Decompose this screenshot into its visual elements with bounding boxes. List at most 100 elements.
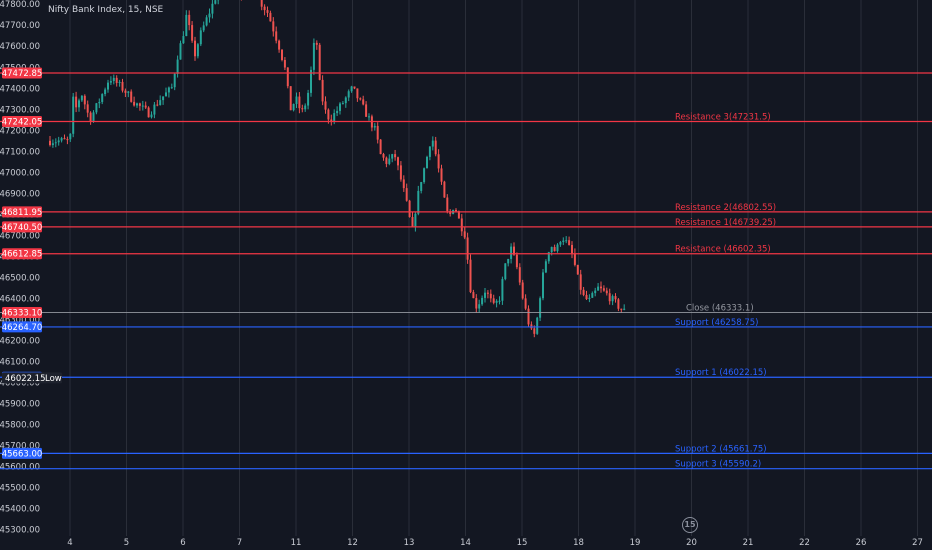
candle-body xyxy=(118,81,121,83)
x-tick-label: 19 xyxy=(630,538,641,548)
x-tick-label: 4 xyxy=(67,538,72,548)
candle-body xyxy=(501,279,504,301)
candle-body xyxy=(600,286,602,289)
candle-body xyxy=(185,14,188,37)
candle-body xyxy=(408,200,411,218)
candle-body xyxy=(141,105,144,107)
candle-body xyxy=(333,113,336,122)
resistance-price-tag xyxy=(2,248,42,260)
resistance-label: Resistance 1(46739.25) xyxy=(675,218,776,228)
candle-body xyxy=(298,96,301,109)
candle-body xyxy=(423,168,426,183)
candle-body xyxy=(368,116,370,118)
resistance-price-tag xyxy=(2,221,42,233)
candle-body xyxy=(150,114,153,118)
y-tick-label: 47300.00 xyxy=(0,105,40,115)
candle-body xyxy=(130,91,133,102)
x-tick-label: 26 xyxy=(856,538,867,548)
candle-body xyxy=(196,44,199,57)
candle-body xyxy=(272,21,275,32)
resistance-label: Resistance (46602.35) xyxy=(675,245,771,255)
candle-body xyxy=(211,3,214,14)
candle-body xyxy=(460,218,463,232)
candle-body xyxy=(437,154,440,169)
support-label: Support 2 (45661.75) xyxy=(675,444,767,454)
candle-body xyxy=(463,231,466,238)
x-tick-label: 27 xyxy=(912,538,923,548)
support-label: Support 1 (46022.15) xyxy=(675,368,767,378)
candle-body xyxy=(121,81,124,91)
candle-body xyxy=(388,158,391,164)
candle-body xyxy=(156,104,159,106)
candle-body xyxy=(263,6,266,11)
candle-body xyxy=(504,263,507,280)
candle-body xyxy=(301,108,304,110)
candle-body xyxy=(327,109,330,120)
candle-body xyxy=(199,30,202,45)
candle-body xyxy=(515,254,518,268)
candle-body xyxy=(159,100,162,106)
y-tick-label: 45600.00 xyxy=(0,463,40,473)
candle-body xyxy=(434,140,437,155)
y-tick-label: 46500.00 xyxy=(0,273,40,283)
candle-body xyxy=(310,69,312,93)
candle-body xyxy=(260,0,263,7)
candle-body xyxy=(478,304,481,309)
candle-body xyxy=(318,44,321,80)
y-tick-label: 46900.00 xyxy=(0,189,40,199)
candle-body xyxy=(170,87,173,89)
candle-body xyxy=(95,103,98,113)
candle-body xyxy=(399,165,402,180)
y-tick-label: 45300.00 xyxy=(0,526,40,536)
candle-body xyxy=(431,140,434,147)
candle-body xyxy=(98,101,101,104)
candle-body xyxy=(623,308,626,310)
candle-body xyxy=(138,103,141,106)
candle-body xyxy=(507,258,510,264)
candle-body xyxy=(605,290,608,294)
candle-body xyxy=(115,77,118,83)
low-marker-label: Low xyxy=(45,374,62,384)
candle-body xyxy=(553,247,556,252)
candle-body xyxy=(469,259,472,293)
candle-body xyxy=(362,99,365,105)
candle-body xyxy=(521,282,524,299)
candle-body xyxy=(60,138,63,141)
candle-body xyxy=(449,211,452,214)
y-tick-label: 47000.00 xyxy=(0,168,40,178)
candle-body xyxy=(191,25,194,41)
candle-body xyxy=(304,105,307,110)
resistance-price-tag-text: 47242.05 xyxy=(2,117,43,127)
y-tick-label: 47700.00 xyxy=(0,21,40,31)
candle-body xyxy=(347,91,350,98)
candle-body xyxy=(292,103,295,111)
candle-body xyxy=(573,253,576,265)
candle-body xyxy=(165,92,167,97)
candle-body xyxy=(144,105,147,108)
support-price-tag-text: 46264.70 xyxy=(2,323,43,333)
x-tick-label: 12 xyxy=(347,538,358,548)
candle-body xyxy=(576,264,579,275)
candle-body xyxy=(426,156,428,169)
candle-body xyxy=(104,89,107,95)
x-tick-label: 20 xyxy=(686,538,697,548)
candle-body xyxy=(281,49,283,60)
candle-body xyxy=(321,79,324,102)
candle-body xyxy=(167,87,170,93)
candle-body xyxy=(550,247,553,253)
x-tick-label: 6 xyxy=(180,538,185,548)
candle-body xyxy=(365,104,368,117)
candle-body xyxy=(402,179,405,189)
candle-body xyxy=(397,157,399,166)
candle-body xyxy=(492,298,495,303)
y-tick-label: 46000.00 xyxy=(0,379,40,389)
candle-body xyxy=(611,296,614,302)
candle-body xyxy=(466,237,469,260)
candle-body xyxy=(585,294,588,300)
candle-body xyxy=(324,101,327,110)
close-label: Close (46333.1) xyxy=(686,304,754,314)
candle-body xyxy=(518,267,521,283)
y-tick-label: 45500.00 xyxy=(0,484,40,494)
